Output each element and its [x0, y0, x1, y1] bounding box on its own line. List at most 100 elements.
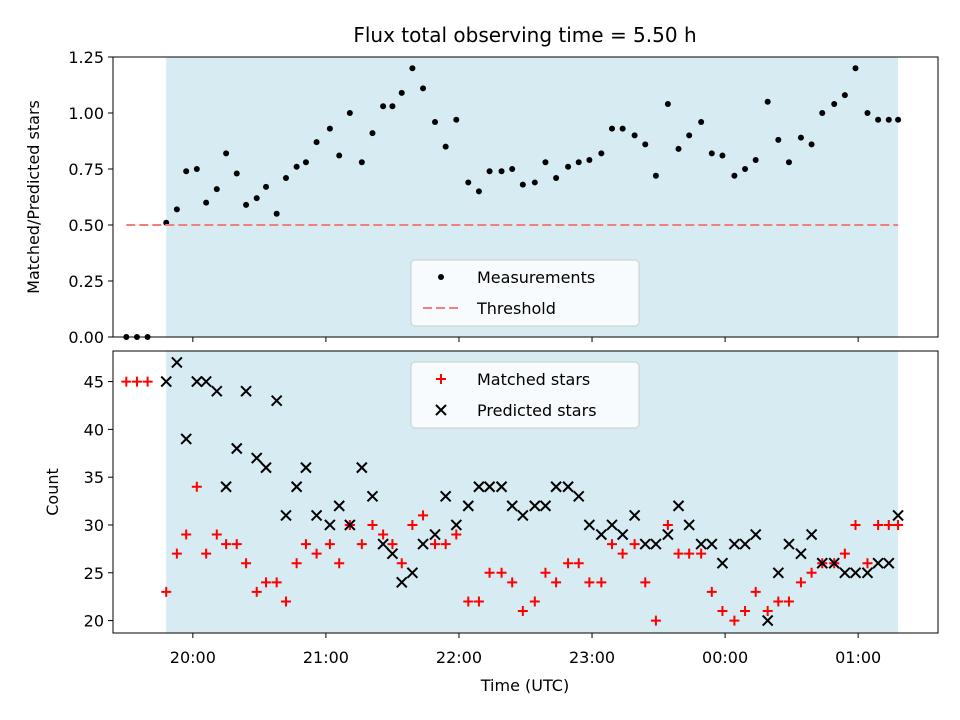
measurement-point	[336, 152, 343, 159]
measurement-point	[253, 195, 260, 202]
matched-stars-point	[706, 586, 717, 597]
matched-stars-point	[662, 519, 673, 530]
measurement-point	[664, 101, 671, 108]
predicted-stars-point	[220, 481, 232, 493]
measurement-point	[542, 159, 549, 166]
predicted-stars-point	[386, 547, 399, 560]
matched-stars-point	[629, 539, 640, 550]
matched-stars-point	[231, 539, 242, 550]
legend: Measurements Threshold	[410, 259, 640, 327]
predicted-stars-point	[473, 481, 485, 493]
measurement-point	[173, 206, 180, 213]
y-tick-label: 1.00	[68, 104, 104, 123]
measurement-point	[282, 174, 289, 181]
predicted-stars-point	[483, 481, 496, 493]
measurement-point	[203, 199, 210, 206]
matched-stars-point	[418, 510, 429, 521]
predicted-stars-point	[417, 538, 429, 550]
x-tick-label: 23:00	[569, 648, 615, 667]
predicted-stars-point	[616, 528, 629, 541]
measurement-point	[389, 103, 396, 110]
measurement-point	[432, 118, 439, 125]
measurement-point	[895, 116, 902, 123]
predicted-stars-point	[892, 509, 904, 522]
matched-stars-point	[440, 539, 451, 550]
measurement-point	[652, 172, 659, 179]
matched-stars-point	[300, 539, 311, 550]
matched-stars-point	[191, 481, 202, 492]
measurement-point	[708, 150, 715, 157]
measurement-point	[864, 110, 871, 116]
predicted-stars-point	[828, 557, 840, 569]
matched-stars-point	[356, 539, 367, 550]
measurement-point	[608, 125, 615, 132]
matched-stars-point	[201, 548, 212, 559]
measurement-point	[586, 157, 593, 164]
matched-stars-point	[517, 606, 528, 617]
predicted-stars-point	[839, 567, 851, 579]
series-measurements	[123, 65, 902, 340]
predicted-stars-point	[816, 557, 828, 569]
x-tick-label: 00:00	[702, 648, 748, 667]
measurement-point	[531, 179, 538, 186]
predicted-stars-point	[211, 385, 223, 397]
predicted-stars-point	[672, 500, 685, 512]
matched-stars-point	[617, 548, 628, 559]
y-tick-label: 0.50	[68, 216, 104, 235]
predicted-stars-point	[506, 500, 518, 512]
figure-title: Flux total observing time = 5.50 h	[353, 23, 696, 47]
measurement-point	[675, 145, 682, 152]
measurement-point	[243, 201, 250, 208]
predicted-stars-point	[450, 519, 463, 531]
measurement-point	[475, 188, 482, 195]
measurement-point	[346, 110, 353, 116]
predicted-stars-point	[749, 528, 762, 541]
predicted-stars-point	[180, 433, 192, 445]
predicted-stars-point	[260, 461, 272, 474]
legend-box	[410, 259, 640, 327]
series-predicted-stars	[160, 356, 904, 627]
predicted-stars-point	[290, 481, 303, 493]
matched-stars-point	[451, 529, 462, 540]
legend-label: Matched stars	[477, 370, 590, 389]
matched-stars-point	[795, 577, 806, 588]
matched-stars-point	[334, 558, 345, 569]
matched-stars-point	[606, 539, 617, 550]
predicted-stars-point	[861, 567, 874, 579]
measurement-point	[213, 186, 220, 193]
y-tick-label: 0.75	[68, 160, 104, 179]
predicted-stars-point	[628, 509, 641, 522]
predicted-stars-point	[683, 519, 695, 531]
matched-stars-point	[773, 596, 784, 607]
y-tick-label: 30	[84, 516, 104, 535]
matched-stars-point	[563, 558, 574, 569]
predicted-stars-point	[300, 461, 312, 474]
matched-stars-point	[750, 586, 761, 597]
matched-stars-point	[696, 548, 707, 559]
measurement-point	[642, 141, 649, 148]
measurement-point	[885, 116, 892, 123]
matched-stars-point	[430, 539, 441, 550]
predicted-stars-point	[772, 567, 785, 579]
y-tick-label: 1.25	[68, 48, 104, 67]
matched-stars-point	[484, 567, 495, 578]
measurement-point	[293, 163, 300, 170]
y-tick-label: 45	[84, 373, 104, 392]
x-tick-label: 20:00	[170, 648, 216, 667]
measurement-point	[442, 143, 449, 150]
predicted-stars-point	[366, 490, 379, 503]
matched-stars-point	[271, 577, 282, 588]
measurement-point	[358, 159, 365, 166]
predicted-stars-point	[495, 481, 508, 493]
predicted-stars-point	[191, 375, 203, 388]
measurement-point	[380, 103, 387, 110]
measurement-point	[302, 159, 309, 166]
measurement-point	[719, 152, 726, 159]
legend: Matched stars Predicted stars	[410, 361, 640, 429]
measurement-point	[619, 125, 626, 132]
predicted-stars-point	[706, 538, 718, 550]
matched-stars-point	[729, 615, 740, 626]
measurement-point	[831, 101, 838, 108]
matched-stars-point	[540, 567, 551, 578]
